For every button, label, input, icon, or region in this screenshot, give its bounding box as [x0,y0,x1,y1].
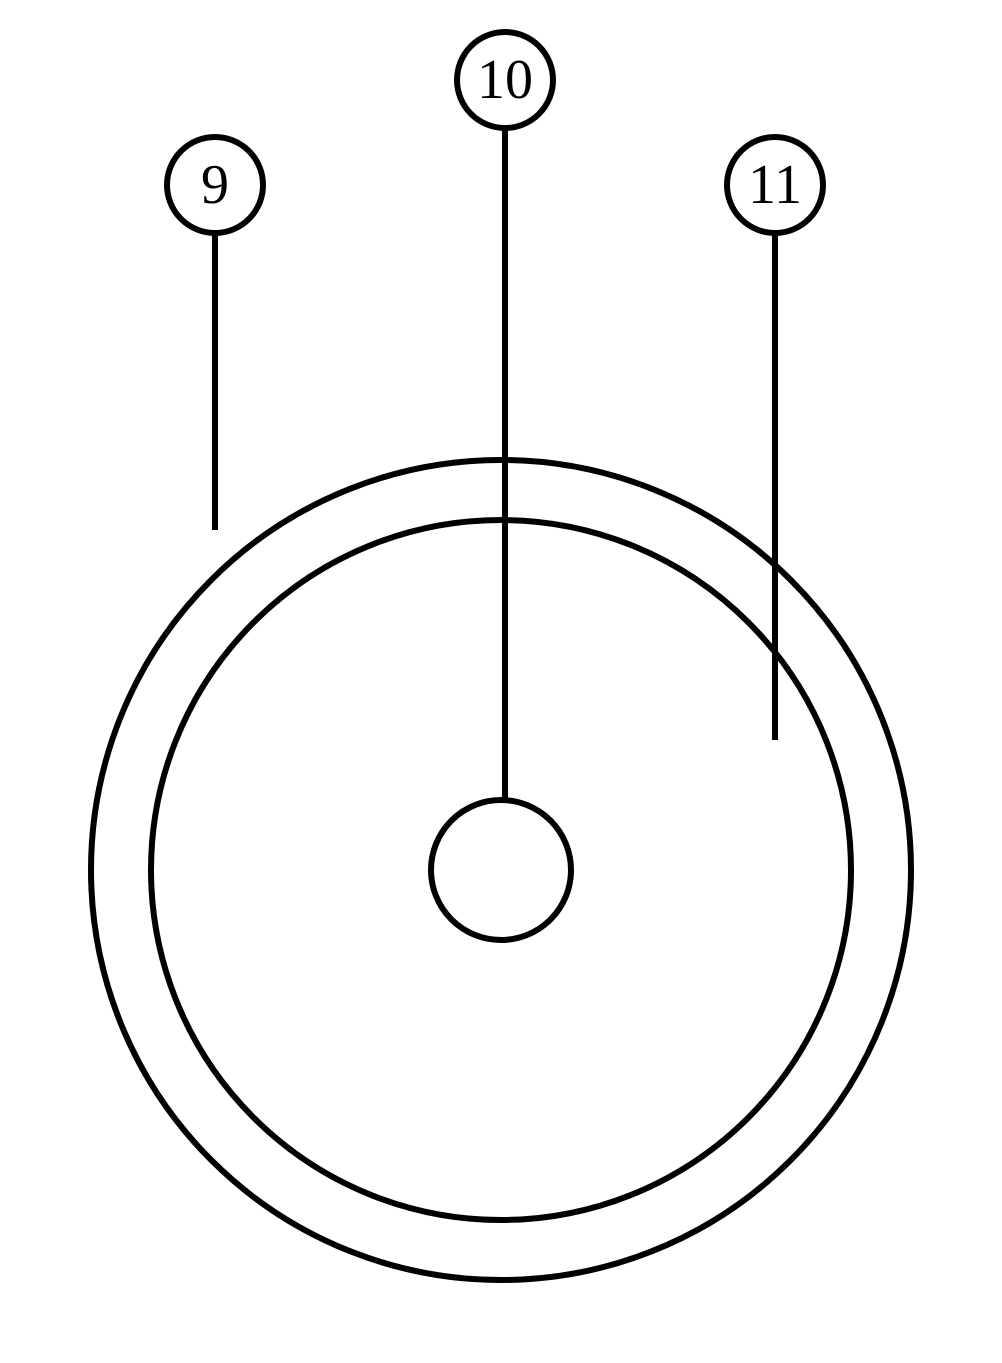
label-9: 9 [201,154,229,216]
figure-background [0,0,1002,1363]
label-11: 11 [748,154,802,216]
label-10: 10 [477,49,533,111]
